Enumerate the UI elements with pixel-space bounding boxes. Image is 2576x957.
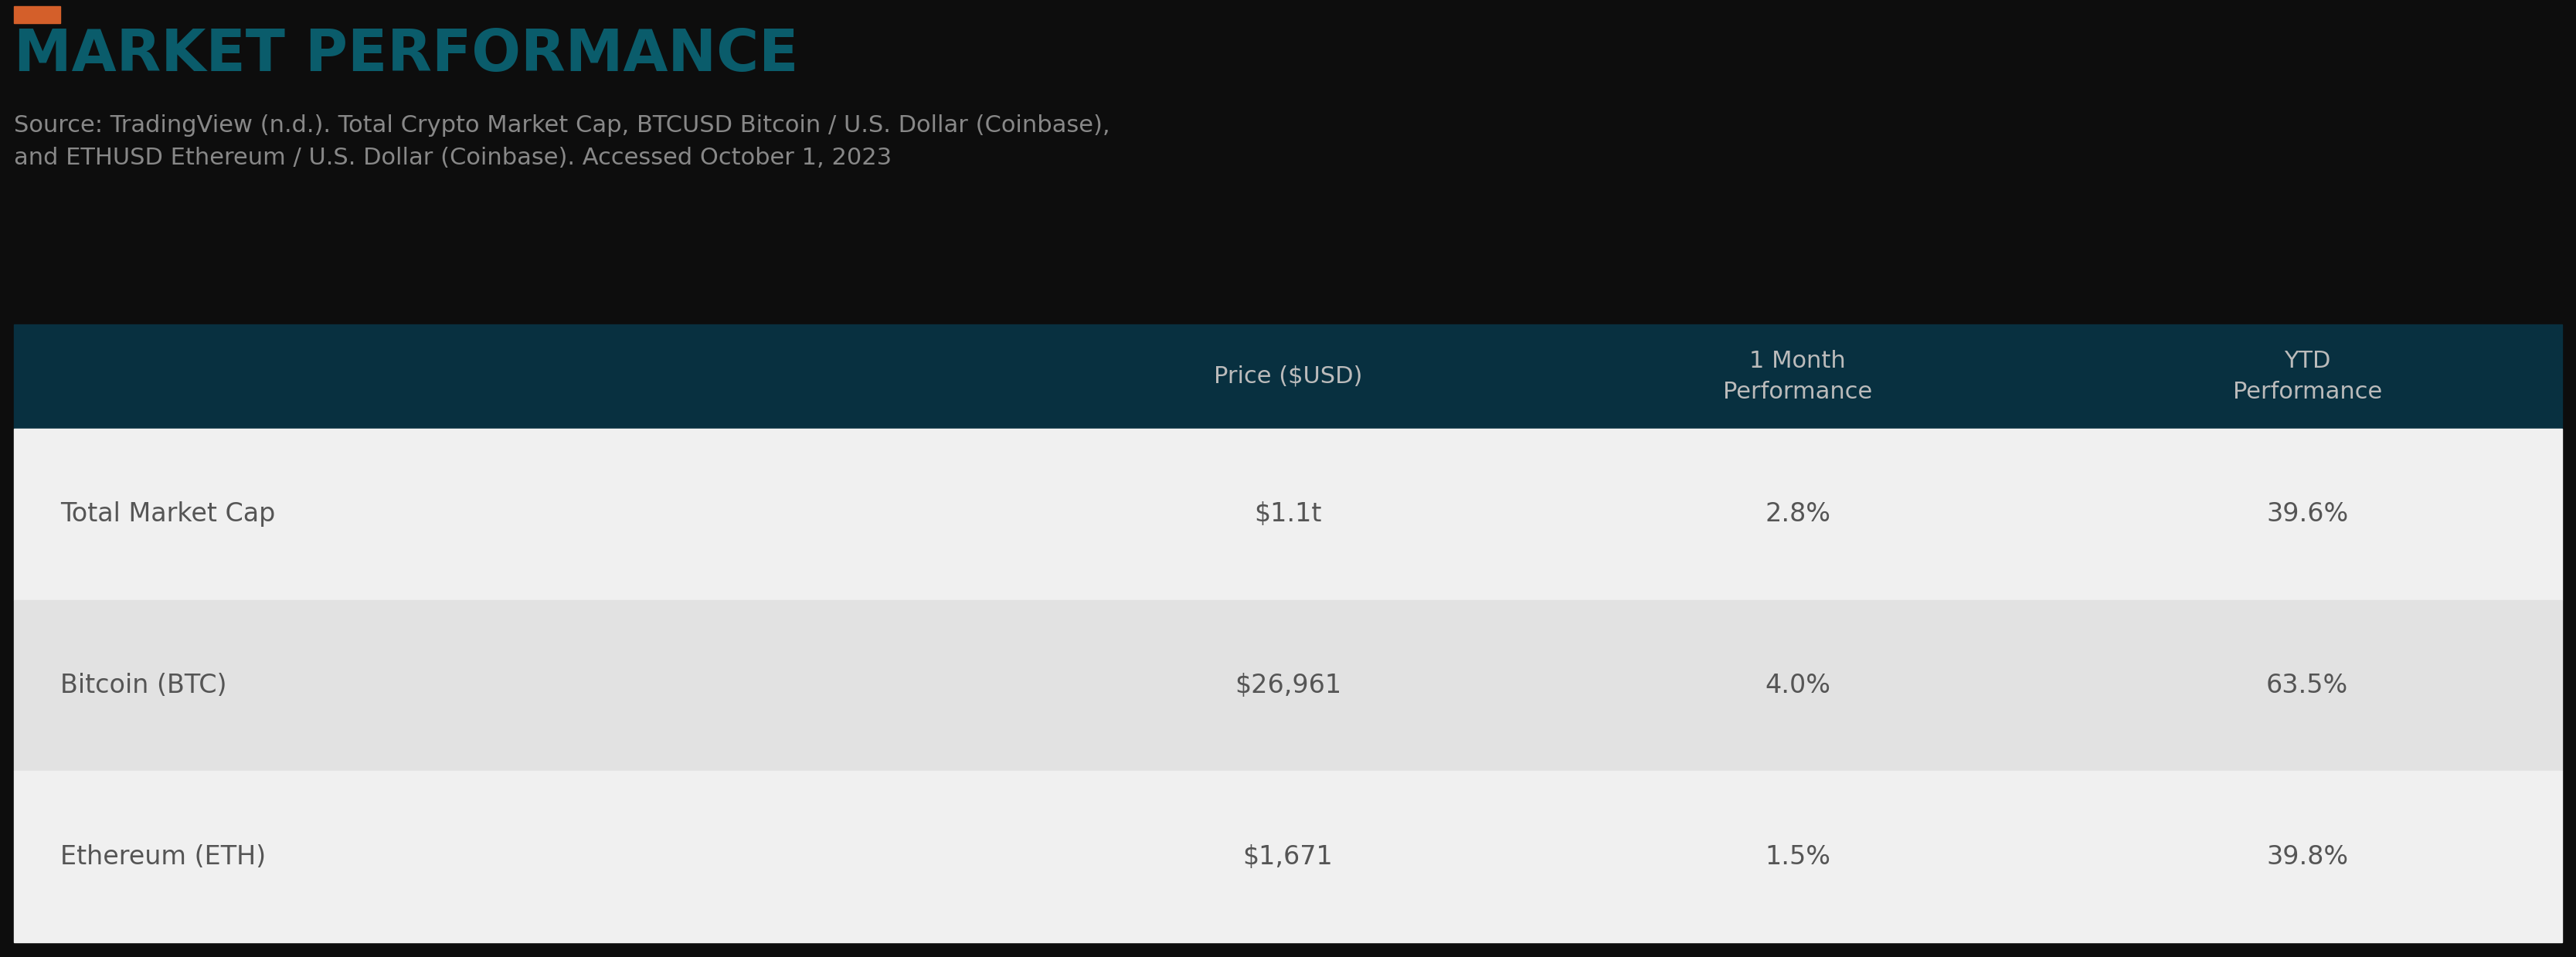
Text: Ethereum (ETH): Ethereum (ETH): [59, 844, 265, 870]
Text: 63.5%: 63.5%: [2267, 673, 2349, 699]
Text: 39.6%: 39.6%: [2267, 501, 2349, 527]
Bar: [13, 771, 2563, 943]
Text: 1 Month
Performance: 1 Month Performance: [1723, 350, 1873, 403]
Text: 2.8%: 2.8%: [1765, 501, 1832, 527]
Text: 4.0%: 4.0%: [1765, 673, 1832, 699]
Bar: [13, 6, 59, 23]
Text: Bitcoin (BTC): Bitcoin (BTC): [59, 673, 227, 699]
Text: 39.8%: 39.8%: [2267, 844, 2349, 870]
Text: YTD
Performance: YTD Performance: [2233, 350, 2383, 403]
Text: Price ($USD): Price ($USD): [1213, 366, 1363, 388]
Text: Source: TradingView (n.d.). Total Crypto Market Cap, BTCUSD Bitcoin / U.S. Dolla: Source: TradingView (n.d.). Total Crypto…: [13, 114, 1110, 168]
Text: $1,671: $1,671: [1242, 844, 1334, 870]
Text: $1.1t: $1.1t: [1255, 501, 1321, 527]
Text: MARKET PERFORMANCE: MARKET PERFORMANCE: [13, 27, 799, 83]
Text: $26,961: $26,961: [1234, 673, 1342, 699]
Text: Total Market Cap: Total Market Cap: [59, 501, 276, 527]
Bar: [13, 429, 2563, 600]
Bar: [13, 324, 2563, 429]
Text: 1.5%: 1.5%: [1765, 844, 1832, 870]
Bar: [13, 600, 2563, 771]
